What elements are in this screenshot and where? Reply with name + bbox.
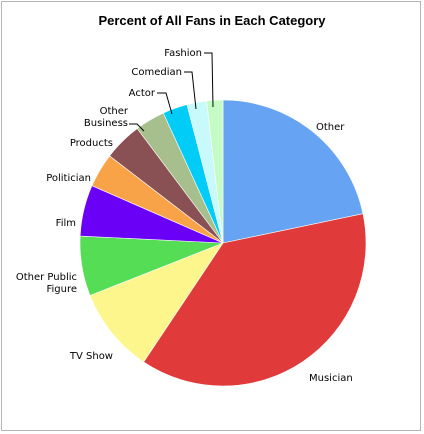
slice-label-actor: Actor [129,88,156,99]
slice-label-fashion: Fashion [164,48,202,59]
slice-label-other: Other [316,122,345,133]
slice-label-comedian: Comedian [131,67,182,78]
slice-label-products: Products [70,138,113,149]
chart-title: Percent of All Fans in Each Category [98,13,326,28]
slice-label-tv-show: TV Show [69,351,113,362]
slice-label-other-public-figure: Other Public Figure [16,272,77,295]
slice-label-musician: Musician [309,373,353,384]
leader-line-fashion [204,52,214,108]
leader-line-comedian [184,71,197,110]
pie-slice-fashion [206,99,224,244]
slice-labels: Other Musician TV Show Other Public Figure Fi… [16,48,353,384]
slice-label-other-business: Other Business [84,106,129,129]
slice-label-politician: Politician [46,173,91,184]
pie-slice-other [222,99,364,244]
leader-line-other-business [129,123,145,132]
pie-slice-musician [143,213,367,387]
leader-line-actor [157,92,173,115]
slice-label-film: Film [56,218,76,229]
pie-slices [79,99,367,387]
pie-slice-tv-show [89,242,224,363]
label-leaders [129,52,214,132]
